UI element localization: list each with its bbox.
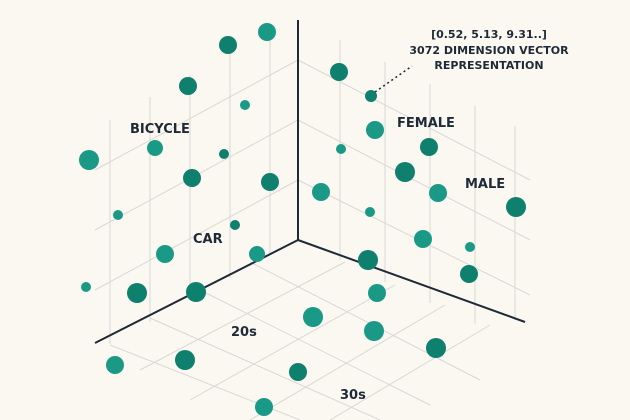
annotation-vector-values: [0.52, 5.13, 9.31..] [431, 28, 547, 41]
point [330, 63, 348, 81]
point [429, 184, 447, 202]
point [230, 220, 240, 230]
point [506, 197, 526, 217]
point [81, 282, 91, 292]
point [366, 121, 384, 139]
label-20s: 20s [231, 325, 257, 340]
annotation-representation-line: REPRESENTATION [434, 59, 543, 72]
point [186, 282, 206, 302]
point [156, 245, 174, 263]
point [106, 356, 124, 374]
point [303, 307, 323, 327]
point [179, 77, 197, 95]
point [414, 230, 432, 248]
point [364, 321, 384, 341]
point [358, 250, 378, 270]
point [261, 173, 279, 191]
grid-floor [109, 261, 491, 420]
label-bicycle: BICYCLE [130, 122, 190, 137]
point [336, 144, 346, 154]
embedding-points [79, 23, 526, 416]
point [219, 36, 237, 54]
point [147, 140, 163, 156]
label-30s: 30s [340, 388, 366, 403]
annotation-leader [374, 65, 413, 93]
point [258, 23, 276, 41]
label-female: FEMALE [397, 116, 455, 131]
point [183, 169, 201, 187]
point [426, 338, 446, 358]
right-floor-axis [297, 239, 526, 323]
point [420, 138, 438, 156]
label-male: MALE [465, 177, 505, 192]
point [395, 162, 415, 182]
point [127, 283, 147, 303]
point [368, 284, 386, 302]
point [249, 246, 265, 262]
annotation-dimension-line: 3072 DIMENSION VECTOR [409, 44, 569, 57]
point [113, 210, 123, 220]
point [255, 398, 273, 416]
point [289, 363, 307, 381]
label-car: CAR [193, 232, 223, 247]
point [465, 242, 475, 252]
point [79, 150, 99, 170]
point [240, 100, 250, 110]
point [460, 265, 478, 283]
point [312, 183, 330, 201]
point [175, 350, 195, 370]
point [365, 90, 377, 102]
point [219, 149, 229, 159]
point [365, 207, 375, 217]
